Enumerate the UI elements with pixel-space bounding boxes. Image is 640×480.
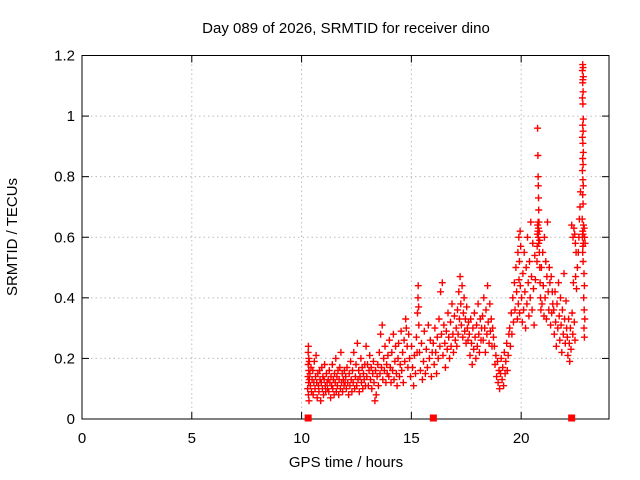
zero-marker-square: [568, 414, 576, 422]
y-tick-label: 0: [67, 411, 75, 428]
x-axis-label: GPS time / hours: [289, 454, 403, 471]
x-tick-label: 10: [293, 430, 310, 447]
zero-marker-square: [304, 414, 312, 422]
x-tick-label: 15: [403, 430, 420, 447]
y-tick-label: 1.2: [54, 48, 75, 65]
axis-layer: [81, 55, 610, 420]
y-tick-label: 0.6: [54, 229, 75, 246]
y-tick-label: 0.2: [54, 350, 75, 367]
x-tick-label: 5: [188, 430, 196, 447]
y-tick-label: 1: [67, 108, 75, 125]
tick-label-layer: 0 5 10 15 20 0 0.2 0.4 0.6 0.8 1 1.2: [54, 48, 529, 448]
y-axis-label: SRMTID / TECUs: [4, 178, 21, 296]
zero-marker-square: [429, 414, 437, 422]
x-tick-label: 0: [78, 430, 86, 447]
data-points-plus: [304, 61, 589, 405]
data-layer: [304, 61, 589, 422]
x-tick-label: 20: [513, 430, 530, 447]
chart-title: Day 089 of 2026, SRMTID for receiver din…: [202, 20, 490, 37]
y-tick-label: 0.4: [54, 290, 75, 307]
y-tick-label: 0.8: [54, 169, 75, 186]
